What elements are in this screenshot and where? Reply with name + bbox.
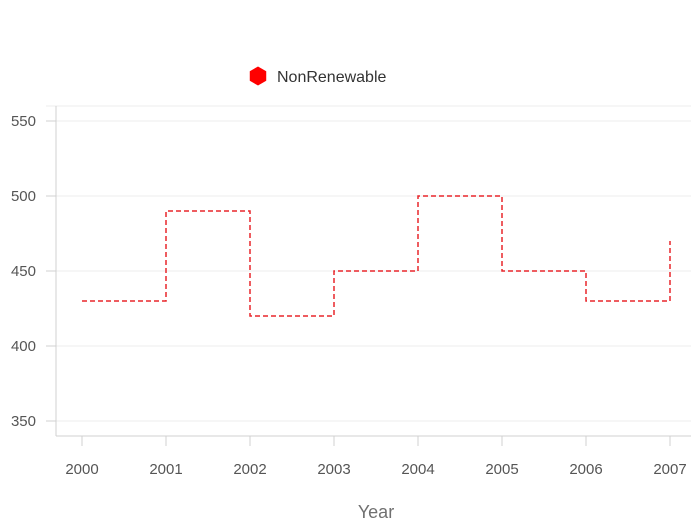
x-axis-title: Year bbox=[358, 502, 394, 522]
legend[interactable]: NonRenewable bbox=[249, 66, 387, 87]
y-tick-label: 500 bbox=[11, 188, 36, 205]
data-point[interactable] bbox=[331, 268, 337, 274]
series-group bbox=[79, 193, 673, 319]
data-point[interactable] bbox=[583, 298, 589, 304]
data-point[interactable] bbox=[667, 238, 673, 244]
gridlines bbox=[46, 105, 691, 422]
legend-label: NonRenewable bbox=[277, 69, 387, 86]
y-tick-label: 350 bbox=[11, 413, 36, 430]
y-axis-ticks: 350 400 450 500 550 bbox=[11, 113, 56, 430]
data-point[interactable] bbox=[79, 298, 85, 304]
data-point[interactable] bbox=[499, 268, 505, 274]
x-tick-label: 2000 bbox=[65, 461, 98, 478]
legend-hexagon-icon bbox=[249, 66, 267, 86]
x-tick-label: 2004 bbox=[401, 461, 434, 478]
y-tick-label: 550 bbox=[11, 113, 36, 130]
x-tick-label: 2003 bbox=[317, 461, 350, 478]
series-line-nonrenewable[interactable] bbox=[82, 195, 671, 317]
data-point[interactable] bbox=[247, 313, 253, 319]
x-tick-label: 2006 bbox=[569, 461, 602, 478]
x-axis-ticks: 2000 2001 2002 2003 2004 2005 2006 2007 bbox=[65, 436, 687, 478]
x-tick-label: 2007 bbox=[653, 461, 686, 478]
data-point[interactable] bbox=[415, 193, 421, 199]
x-tick-label: 2002 bbox=[233, 461, 266, 478]
y-tick-label: 400 bbox=[11, 338, 36, 355]
data-point[interactable] bbox=[163, 208, 169, 214]
x-tick-label: 2005 bbox=[485, 461, 518, 478]
x-tick-label: 2001 bbox=[149, 461, 182, 478]
y-tick-label: 450 bbox=[11, 263, 36, 280]
